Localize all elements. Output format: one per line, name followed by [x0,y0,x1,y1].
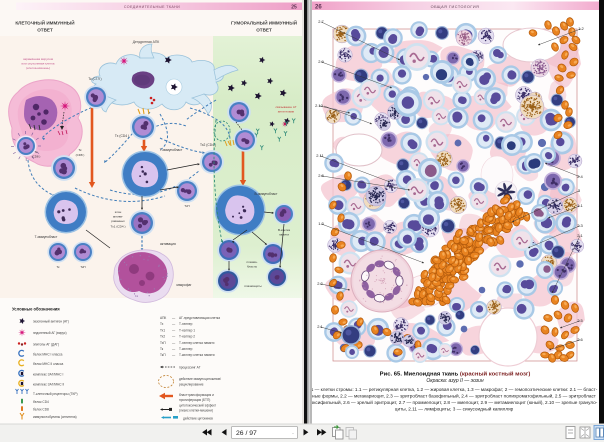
svg-text:25: 25 [291,5,297,11]
svg-text:ТкП: ТкП [80,265,85,269]
svg-text:активация: активация [160,242,176,246]
svg-text:(лизис клетки-мишени): (лизис клетки-мишени) [179,409,213,413]
svg-text:или опухолевая клетка: или опухолевая клетка [22,62,55,66]
svg-text:заражённая вирусом: заражённая вирусом [23,57,53,61]
svg-text:комплекс ЗАГ/MHC I: комплекс ЗАГ/MHC I [33,373,63,377]
svg-text:Тх2 (CD4 ): Тх2 (CD4 ) [200,143,216,147]
svg-text:—: — [172,353,176,357]
svg-text:Дендритная АПК: Дендритная АПК [133,40,160,44]
svg-text:КЛЕТОЧНЫЙ ИММУННЫЙ: КЛЕТОЧНЫЙ ИММУННЫЙ [15,18,74,25]
svg-text:ТхП: ТхП [160,341,166,345]
svg-text:—: — [172,347,176,351]
svg-text:Тк: Тк [160,347,164,351]
svg-text:(CD8 ): (CD8 ) [32,155,41,159]
svg-text:белок CD4: белок CD4 [33,400,49,404]
svg-text:макрофаг: макрофаг [177,283,193,287]
svg-text:цитотоксический эффект: цитотоксический эффект [179,404,217,408]
svg-text:Т-иммунобласт: Т-иммунобласт [160,148,183,152]
svg-text:Т-хелпер 1: Т-хелпер 1 [179,328,195,332]
svg-text:экзогенный антиген (АГ): экзогенный антиген (АГ) [33,320,69,324]
svg-text:Т-киллер клетка памяти: Т-киллер клетка памяти [179,353,215,357]
svg-text:комплекс ЗАГ/MHC II: комплекс ЗАГ/MHC II [33,383,64,387]
svg-text:26 / 97: 26 / 97 [236,430,257,437]
svg-text:—: — [172,316,176,320]
svg-text:бласты: бласты [247,265,257,269]
svg-text:Тх2: Тх2 [160,335,165,339]
svg-text:·: · [292,431,294,437]
svg-text:ОТВЕТ: ОТВЕТ [256,27,272,32]
svg-text:Тх1: Тх1 [160,328,165,332]
svg-text:активи-: активи- [113,215,123,219]
svg-text:—: — [172,328,176,332]
svg-text:ОТВЕТ: ОТВЕТ [37,27,53,32]
svg-text:плазмоциты: плазмоциты [244,284,262,288]
svg-text:Тк: Тк [78,148,82,152]
svg-text:ТхП: ТхП [184,204,189,208]
svg-text:В-клетка: В-клетка [278,228,290,232]
svg-text:26: 26 [315,5,322,11]
svg-text:—: — [172,322,176,326]
svg-text:ГУМОРАЛЬНЫЙ ИММУННЫЙ: ГУМОРАЛЬНЫЙ ИММУННЫЙ [231,18,297,25]
svg-text:АПК: АПК [160,316,166,320]
svg-text:связывание АГ: связывание АГ [276,105,297,109]
svg-text:Тк: Тк [56,265,60,269]
svg-text:действие цитокинов: действие цитокинов [183,417,213,421]
svg-text:памяти: памяти [279,233,289,237]
svg-text:белок CD8: белок CD8 [33,408,49,412]
svg-text:ОБЩАЯ ГИСТОЛОГИЯ: ОБЩАЯ ГИСТОЛОГИЯ [431,5,480,9]
svg-text:антителами: антителами [278,110,295,114]
svg-text:Тк (СТЛ ): Тк (СТЛ ) [88,77,101,81]
svg-text:рециклирование: рециклирование [179,383,204,387]
svg-text:рованных: рованных [111,219,125,223]
svg-text:Тх: Тх [160,322,164,326]
svg-text:(CD8 ): (CD8 ) [76,153,85,157]
svg-text:Тх (CD4 ): Тх (CD4 ) [115,134,129,138]
svg-text:действие иммуноцитокинов/: действие иммуноцитокинов/ [179,377,221,381]
svg-text:Т-киллер: Т-киллер [179,347,193,351]
svg-text:белок MHC II класса: белок MHC II класса [33,362,63,366]
svg-text:СОЕДИНИТЕЛЬНЫЕ ТКАНИ: СОЕДИНИТЕЛЬНЫЕ ТКАНИ [124,5,180,9]
svg-text:—: — [172,335,176,339]
svg-text:эпитопы АГ (ДАГ): эпитопы АГ (ДАГ) [33,343,59,347]
svg-text:Т-хелпер 2: Т-хелпер 2 [179,335,195,339]
svg-text:В-иммунобласт: В-иммунобласт [255,192,278,196]
svg-text:—: — [172,341,176,345]
svg-text:(клетка-мишень): (клетка-мишень) [26,66,50,70]
svg-text:Т-клеточный рецепторы (ТКР): Т-клеточный рецепторы (ТКР) [33,392,78,396]
svg-text:процессинг АГ: процессинг АГ [179,366,201,370]
svg-text:плазмо-: плазмо- [246,260,257,264]
svg-text:иммуноглобулины (антитела): иммуноглобулины (антитела) [33,415,77,419]
svg-text:пролиферация (БТП): пролиферация (БТП) [179,398,210,402]
svg-text:Т-хелпер: Т-хелпер [179,322,193,326]
svg-text:Т-иммунобласт: Т-иммунобласт [35,235,58,239]
svg-text:Т-хелпер клетка памяти: Т-хелпер клетка памяти [179,341,215,345]
svg-text:Условные обозначения: Условные обозначения [12,307,60,312]
svg-text:клон: клон [115,210,122,214]
svg-text:Тх1 (CD4 ): Тх1 (CD4 ) [111,225,126,229]
svg-text:ТкП: ТкП [160,353,166,357]
svg-text:АГ-представляющая клетка: АГ-представляющая клетка [179,316,220,320]
svg-text:Тк: Тк [34,150,38,154]
svg-text:бласттрансформация и: бласттрансформация и [179,393,214,397]
svg-text:эндогенный АГ (вирус): эндогенный АГ (вирус) [33,331,67,335]
svg-text:белок MHC I класса: белок MHC I класса [33,353,63,357]
